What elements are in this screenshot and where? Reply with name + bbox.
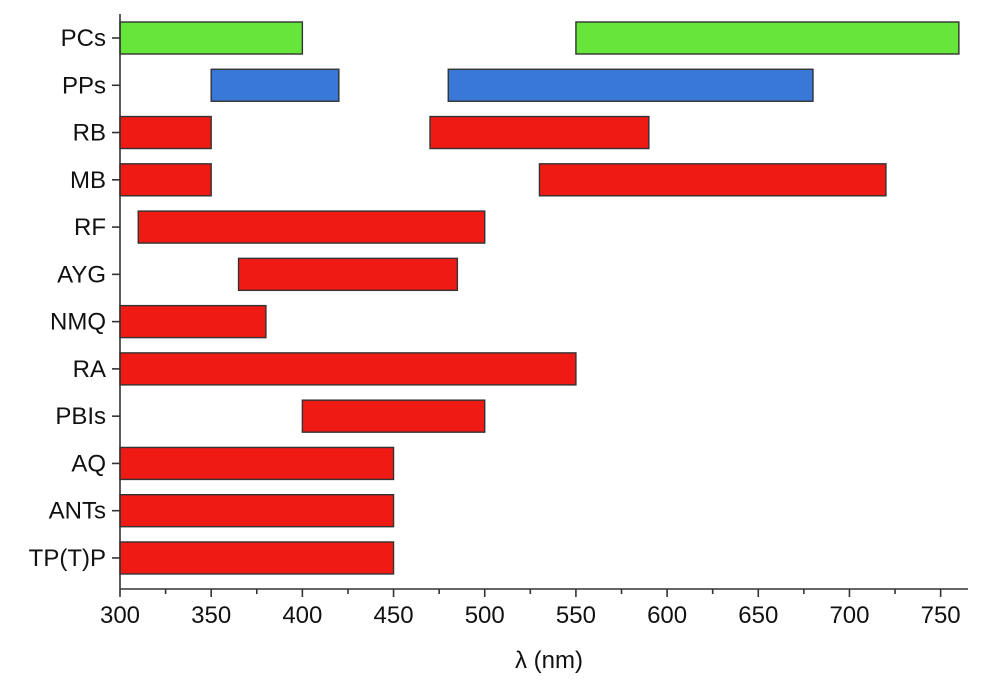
y-tick-label: PPs xyxy=(62,72,106,99)
y-tick-label: TP(T)P xyxy=(29,545,106,572)
bar-ants-1 xyxy=(119,494,395,528)
x-axis-title: λ (nm) xyxy=(515,647,583,674)
x-tick-label: 350 xyxy=(191,602,231,629)
bar-ra-1 xyxy=(119,352,577,386)
bar-pbis-1 xyxy=(301,399,486,433)
y-tick-label: RB xyxy=(73,120,106,147)
x-tick-label: 500 xyxy=(465,602,505,629)
x-tick-label: 450 xyxy=(374,602,414,629)
x-tick-label: 650 xyxy=(738,602,778,629)
bar-rb-2 xyxy=(429,115,650,150)
bar-pps-1 xyxy=(210,68,340,102)
y-tick-label: PCs xyxy=(61,25,106,52)
x-tick-label: 550 xyxy=(556,602,596,629)
bar-tp-t-p-1 xyxy=(119,541,395,575)
x-tick-label: 700 xyxy=(829,602,869,629)
bar-rf-1 xyxy=(137,210,486,244)
y-tick-label: PBIs xyxy=(55,403,106,430)
bar-pps-2 xyxy=(447,68,814,102)
y-axis: PCs PPs RB MB RF AYG NMQ RA PBIs AQ ANTs TP(T)P xyxy=(29,14,121,589)
bar-mb-1 xyxy=(119,163,212,197)
bar-aq-1 xyxy=(119,446,395,481)
bar-nmq-1 xyxy=(119,304,267,339)
bars-layer xyxy=(119,21,960,575)
x-tick-label: 750 xyxy=(921,602,961,629)
bar-mb-2 xyxy=(538,163,887,197)
y-tick-label: RA xyxy=(73,356,106,383)
x-tick-label: 400 xyxy=(282,602,322,629)
x-axis: 300 350 400 450 500 550 600 650 700 750 xyxy=(100,588,968,629)
y-tick-label: NMQ xyxy=(50,309,106,336)
bar-pcs-2 xyxy=(575,21,960,55)
bar-pcs-1 xyxy=(119,21,304,55)
bar-rb-1 xyxy=(119,115,212,150)
x-tick-label: 300 xyxy=(100,602,140,629)
x-tick-label: 600 xyxy=(647,602,687,629)
y-tick-label: RF xyxy=(74,214,106,241)
y-tick-label: ANTs xyxy=(49,498,106,525)
y-tick-label: AQ xyxy=(71,450,106,477)
y-tick-label: AYG xyxy=(57,261,106,288)
y-tick-label: MB xyxy=(70,167,106,194)
bar-ayg-1 xyxy=(237,257,459,292)
